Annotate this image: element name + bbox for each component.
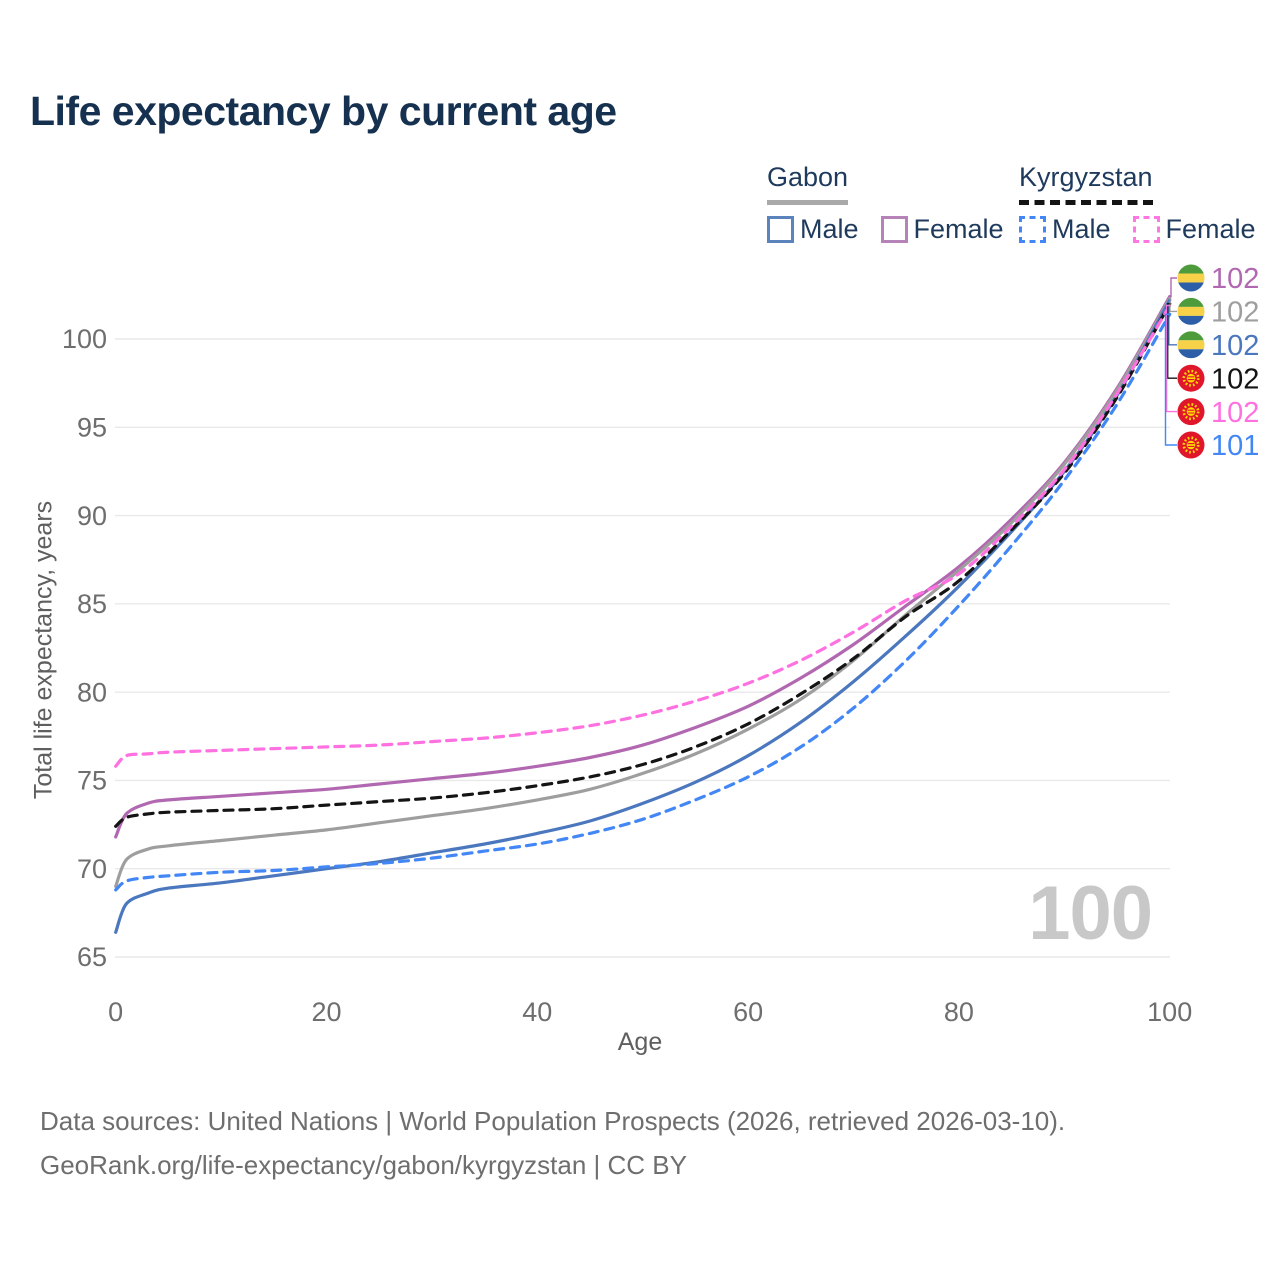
source-url-text[interactable]: GeoRank.org/life-expectancy/gabon/kyrgyz… (40, 1150, 687, 1180)
x-axis-title: Age (617, 1028, 663, 1056)
legend-label-kyrgyzstan-male[interactable]: Male (1052, 214, 1111, 244)
x-tick-label: 40 (522, 997, 552, 1027)
end-value-label: 102 (1211, 397, 1259, 429)
legend-swatch-gabon-female[interactable] (880, 216, 908, 243)
legend-label-kyrgyzstan-female[interactable]: Female (1165, 214, 1256, 244)
leader-line-kyrgyzstan-male (1164, 313, 1177, 446)
series-line-gabon-female[interactable] (114, 295, 1172, 839)
age-counter-watermark: 100 (1028, 871, 1153, 956)
legend-swatch-kyrgyzstan-female[interactable] (1132, 216, 1160, 243)
leader-line-kyrgyzstan-total (1167, 303, 1177, 379)
gabon-flag-icon (1178, 331, 1205, 358)
kyrgyzstan-flag-icon (1176, 363, 1206, 394)
series-lines (114, 295, 1172, 934)
y-tick-label: 75 (77, 766, 107, 796)
leader-line-gabon-male (1168, 299, 1177, 346)
series-line-gabon-male[interactable] (114, 298, 1172, 934)
legend-country-kyrgyzstan[interactable]: Kyrgyzstan (1019, 162, 1153, 205)
kyrgyzstan-flag-icon (1176, 396, 1206, 427)
page-title: Life expectancy by current age (30, 88, 617, 134)
data-source-text: Data sources: United Nations | World Pop… (40, 1106, 1066, 1136)
series-line-kyrgyzstan-female[interactable] (114, 303, 1172, 768)
axis-ticks: 65 70 75 80 85 90 95 100 0 20 40 60 80 100 (62, 324, 1192, 1027)
x-tick-label: 100 (1147, 997, 1192, 1027)
x-tick-label: 60 (733, 997, 763, 1027)
leader-lines (1164, 277, 1177, 446)
x-tick-label: 20 (311, 997, 341, 1027)
legend-group-gabon: Gabon Male Female (767, 162, 1026, 245)
end-value-label: 102 (1211, 297, 1259, 329)
legend-swatch-kyrgyzstan-male[interactable] (1019, 216, 1046, 243)
gridlines (115, 338, 1170, 958)
leader-line-gabon-total (1169, 297, 1177, 313)
y-tick-label: 70 (77, 854, 107, 884)
legend-label-gabon-female[interactable]: Female (913, 214, 1004, 244)
footer: Data sources: United Nations | World Pop… (40, 1106, 1065, 1194)
end-value-label: 102 (1211, 330, 1259, 362)
y-tick-label: 85 (77, 589, 107, 619)
end-value-label: 102 (1211, 263, 1259, 295)
y-tick-label: 80 (77, 677, 107, 707)
series-line-kyrgyzstan-male[interactable] (114, 312, 1172, 892)
legend-label-gabon-male[interactable]: Male (800, 214, 859, 244)
end-value-label: 102 (1211, 363, 1259, 395)
series-line-kyrgyzstan-total[interactable] (114, 302, 1172, 828)
gabon-flag-icon (1178, 298, 1205, 325)
y-tick-label: 100 (62, 324, 107, 354)
end-value-label: 101 (1211, 430, 1259, 462)
kyrgyzstan-flag-icon (1176, 430, 1206, 460)
legend-country-gabon[interactable]: Gabon (767, 162, 849, 205)
gabon-flag-icon (1178, 265, 1205, 292)
x-tick-label: 0 (108, 997, 123, 1027)
leader-line-kyrgyzstan-female (1165, 304, 1177, 413)
y-tick-label: 95 (77, 412, 107, 442)
legend-group-kyrgyzstan: Kyrgyzstan Male Female (1019, 162, 1278, 245)
y-tick-label: 65 (77, 942, 107, 972)
leader-line-gabon-female (1169, 277, 1177, 298)
series-line-gabon-total[interactable] (114, 296, 1172, 888)
y-tick-label: 90 (77, 501, 107, 531)
legend-swatch-gabon-male[interactable] (767, 216, 794, 243)
x-tick-label: 80 (944, 997, 974, 1027)
